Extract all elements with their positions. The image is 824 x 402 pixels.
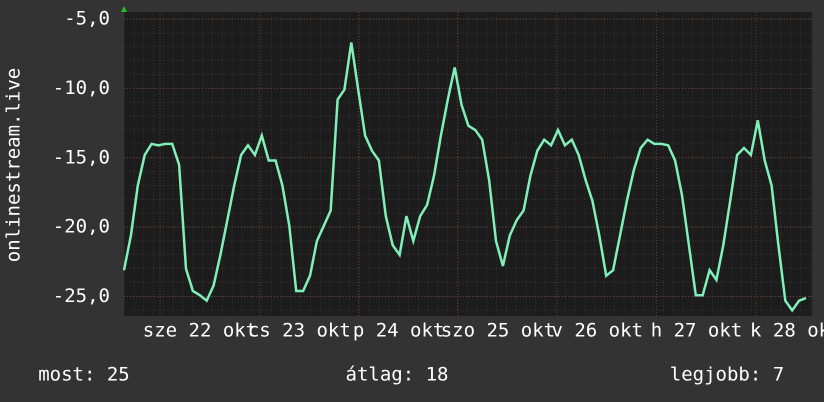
x-tick-label: szo 25 okt	[441, 320, 555, 342]
y-axis-label: onlinestream.live	[3, 68, 25, 262]
x-tick-label: k 28 okt	[750, 320, 824, 342]
stat-label: most: 25	[38, 364, 130, 386]
x-tick-label: v 26 okt	[551, 320, 643, 342]
y-tick-label: -15,0	[53, 146, 110, 168]
x-tick-label: h 27 okt	[651, 320, 743, 342]
x-tick-label: p 24 okt	[353, 320, 445, 342]
y-tick-label: -10,0	[53, 77, 110, 99]
stat-label: legjobb: 7	[670, 364, 784, 386]
data-line	[122, 42, 807, 313]
x-tick-label: sze 22 okt	[143, 320, 257, 342]
y-tick-label: -20,0	[53, 216, 110, 238]
y-tick-label: -25,0	[53, 285, 110, 307]
y-tick-label: -5,0	[64, 7, 110, 29]
axis-arrow	[121, 6, 127, 12]
x-tick-label: cs 23 okt	[248, 320, 351, 342]
stat-label: átlag: 18	[346, 364, 449, 386]
